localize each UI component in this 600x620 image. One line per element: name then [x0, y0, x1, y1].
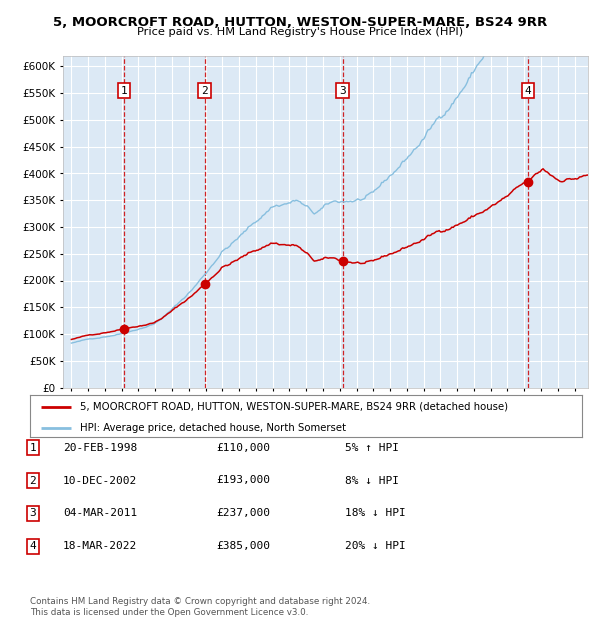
Text: 2: 2	[201, 86, 208, 95]
Text: Contains HM Land Registry data © Crown copyright and database right 2024.
This d: Contains HM Land Registry data © Crown c…	[30, 598, 370, 617]
Text: 10-DEC-2002: 10-DEC-2002	[63, 476, 137, 485]
Text: 5% ↑ HPI: 5% ↑ HPI	[345, 443, 399, 453]
Text: 2: 2	[29, 476, 37, 485]
Text: 4: 4	[524, 86, 531, 95]
Text: £385,000: £385,000	[216, 541, 270, 551]
Text: 1: 1	[121, 86, 127, 95]
Text: HPI: Average price, detached house, North Somerset: HPI: Average price, detached house, Nort…	[80, 423, 346, 433]
Text: £110,000: £110,000	[216, 443, 270, 453]
Text: 1: 1	[29, 443, 37, 453]
Text: 04-MAR-2011: 04-MAR-2011	[63, 508, 137, 518]
Text: 20-FEB-1998: 20-FEB-1998	[63, 443, 137, 453]
Text: 5, MOORCROFT ROAD, HUTTON, WESTON-SUPER-MARE, BS24 9RR: 5, MOORCROFT ROAD, HUTTON, WESTON-SUPER-…	[53, 16, 547, 29]
Text: 8% ↓ HPI: 8% ↓ HPI	[345, 476, 399, 485]
Text: £193,000: £193,000	[216, 476, 270, 485]
Text: 20% ↓ HPI: 20% ↓ HPI	[345, 541, 406, 551]
Text: Price paid vs. HM Land Registry's House Price Index (HPI): Price paid vs. HM Land Registry's House …	[137, 27, 463, 37]
Text: 18-MAR-2022: 18-MAR-2022	[63, 541, 137, 551]
Text: 3: 3	[29, 508, 37, 518]
Text: 5, MOORCROFT ROAD, HUTTON, WESTON-SUPER-MARE, BS24 9RR (detached house): 5, MOORCROFT ROAD, HUTTON, WESTON-SUPER-…	[80, 402, 508, 412]
Text: 3: 3	[339, 86, 346, 95]
Text: 4: 4	[29, 541, 37, 551]
Text: 18% ↓ HPI: 18% ↓ HPI	[345, 508, 406, 518]
Text: £237,000: £237,000	[216, 508, 270, 518]
